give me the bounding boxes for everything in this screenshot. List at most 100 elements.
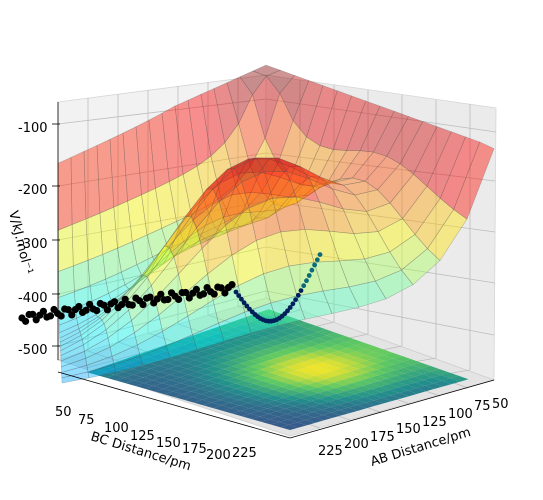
contour-cell — [302, 401, 321, 407]
contour-cell — [270, 375, 289, 382]
surface-patch — [353, 231, 391, 260]
bc-tick-label: 175 — [182, 442, 207, 457]
contour-cell — [269, 416, 288, 422]
contour-cell — [159, 363, 178, 369]
contour-cell — [299, 384, 318, 391]
contour-cell — [343, 377, 362, 383]
contour-cell — [115, 371, 134, 378]
contour-cell — [186, 360, 205, 366]
contour-cell — [246, 394, 266, 401]
contour-cell — [163, 385, 182, 392]
surface-patch — [212, 167, 243, 203]
surface-patch — [453, 141, 495, 220]
contour-cell — [166, 354, 185, 361]
contour-cell — [225, 321, 244, 328]
surface-patch — [83, 144, 101, 220]
surface-patch — [59, 334, 83, 352]
contour-cell — [277, 361, 296, 368]
bc-tick-label: 200 — [206, 448, 231, 463]
surface-patch — [60, 350, 86, 368]
trajectory-point — [164, 295, 172, 304]
contour-cell — [376, 361, 395, 367]
surface-patch — [148, 112, 170, 189]
surface-patch — [212, 172, 241, 205]
contour-cell — [209, 333, 228, 340]
surface-patch — [200, 88, 226, 157]
contour-cell — [227, 333, 246, 340]
surface-patch — [309, 178, 344, 210]
contour-cell — [294, 355, 313, 362]
surface-patch — [372, 110, 409, 157]
contour-cell — [339, 407, 358, 414]
contour-cell — [222, 408, 241, 414]
contour-cell — [348, 357, 367, 364]
contour-cell — [227, 389, 246, 395]
surface-patch — [190, 206, 216, 236]
surface-patch — [187, 299, 219, 336]
contour-cell — [292, 343, 311, 350]
contour-cell — [286, 364, 305, 371]
contour-cell — [284, 400, 303, 407]
surface-patch — [252, 75, 281, 140]
contour-cell — [236, 386, 255, 392]
contour-cell — [152, 377, 171, 384]
contour-cell — [348, 405, 367, 411]
trajectory-point — [304, 278, 309, 284]
contour-cell — [368, 369, 387, 376]
surface-patch — [83, 329, 109, 352]
surface-patch — [174, 241, 199, 257]
contour-cell — [221, 354, 240, 361]
contour-cell — [228, 394, 247, 401]
contour-cell — [253, 380, 272, 387]
contour-cell — [299, 334, 318, 341]
contour-cell — [355, 397, 374, 403]
contour-cell — [318, 390, 337, 397]
surface-patch — [184, 188, 214, 218]
surface-patch — [249, 137, 278, 192]
surface-patch — [78, 316, 101, 333]
contour-cell — [187, 366, 206, 372]
surface-patch — [426, 131, 466, 199]
surface-patch — [218, 181, 250, 226]
trajectory-point — [290, 301, 296, 307]
contour-cell — [179, 374, 198, 381]
contour-cell — [165, 348, 184, 355]
contour-cell — [287, 417, 306, 423]
contour-cell — [357, 354, 376, 361]
surface-patch — [249, 209, 280, 225]
contour-cell — [326, 382, 345, 389]
surface-patch — [339, 150, 374, 180]
surface-patch — [304, 229, 340, 263]
contour-cell — [257, 403, 276, 409]
contour-cell — [262, 328, 281, 335]
contour-cell — [301, 395, 320, 402]
contour-cell — [176, 357, 195, 363]
contour-cell — [123, 368, 142, 375]
surface-patch — [107, 319, 135, 348]
contour-cell — [329, 350, 348, 357]
contour-cell — [191, 339, 210, 346]
surface-patch — [190, 188, 220, 229]
contour-cell — [279, 322, 298, 329]
contour-cell — [333, 374, 352, 380]
contour-cell — [162, 380, 181, 386]
surface-patch — [377, 163, 414, 204]
contour-cell — [116, 377, 135, 384]
contour-cell — [184, 348, 203, 355]
contour-cell — [442, 378, 460, 385]
surface-patch — [292, 80, 324, 138]
contour-cell — [130, 354, 149, 361]
surface-patch — [113, 355, 144, 373]
surface-patch — [256, 203, 286, 219]
contour-cell — [352, 380, 371, 387]
contour-cell — [222, 360, 241, 367]
contour-cell — [205, 366, 224, 372]
surface-patch — [268, 157, 300, 167]
contour-cell — [300, 390, 319, 396]
contour-cell — [292, 398, 311, 404]
contour-cell — [313, 362, 332, 368]
surface-patch — [205, 196, 231, 228]
contour-cell — [280, 424, 299, 430]
surface-patch — [124, 274, 147, 290]
